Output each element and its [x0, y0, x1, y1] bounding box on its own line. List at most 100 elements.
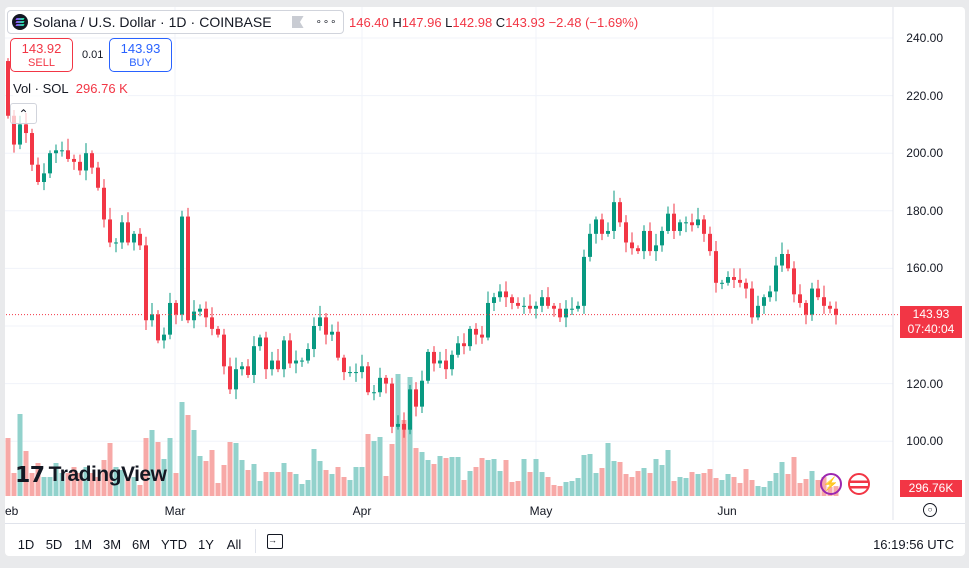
candle-body — [570, 308, 574, 310]
volume-bar — [689, 472, 695, 496]
symbol-name[interactable]: Solana / U.S. Dollar — [33, 14, 156, 30]
volume-bar — [77, 473, 83, 496]
us-flag-icon[interactable] — [848, 473, 870, 495]
volume-bar — [509, 482, 515, 496]
range-all[interactable]: All — [226, 537, 242, 552]
sell-price: 143.92 — [21, 41, 62, 56]
volume-bar — [479, 458, 485, 496]
volume-bar — [641, 468, 647, 496]
volume-bar — [563, 482, 569, 496]
candle-body — [330, 331, 334, 335]
volume-bar — [257, 481, 263, 496]
volume-bar — [5, 438, 11, 496]
range-6m[interactable]: 6M — [131, 537, 151, 552]
price-axis-label: 100.00 — [906, 434, 943, 449]
candle-body — [480, 334, 484, 338]
low-label: L — [445, 15, 453, 30]
volume-bar — [725, 474, 731, 496]
volume-bar — [803, 479, 809, 496]
lightning-icon[interactable]: ⚡ — [820, 473, 842, 495]
range-1y[interactable]: 1Y — [198, 537, 214, 552]
candle-body — [642, 230, 646, 252]
sell-button[interactable]: 143.92 SELL — [10, 38, 73, 72]
candle-body — [6, 61, 10, 116]
range-ytd[interactable]: YTD — [161, 537, 187, 552]
volume-bar — [215, 483, 221, 496]
volume-bar — [719, 480, 725, 496]
volume-bar — [581, 455, 587, 496]
collapse-legend-button[interactable]: ⌃ — [10, 103, 37, 124]
candle-body — [282, 340, 286, 370]
candle-body — [222, 334, 226, 367]
volume-bar — [467, 471, 473, 496]
volume-bar — [731, 477, 737, 496]
month-label: Mar — [164, 504, 186, 518]
volume-bar — [647, 473, 653, 496]
symbol-legend[interactable]: Solana / U.S. Dollar · 1D · COINBASE ∘∘∘ — [7, 10, 345, 34]
price-chart[interactable] — [5, 7, 965, 556]
go-to-date-calendar-icon[interactable]: → — [267, 534, 283, 549]
tradingview-logo[interactable]: 𝟭𝟳 TradingView — [15, 462, 167, 488]
candle-body — [72, 158, 76, 162]
buy-button[interactable]: 143.93 BUY — [109, 38, 172, 72]
high-label: H — [392, 15, 402, 30]
volume-bar — [575, 478, 581, 496]
volume-bar — [389, 444, 395, 496]
flag-icon[interactable] — [291, 16, 304, 28]
candle-body — [384, 377, 388, 384]
candle-body — [378, 377, 382, 393]
last-price-label: 143.93 07:40:04 — [900, 306, 962, 338]
price-axis-label: 200.00 — [906, 146, 943, 161]
candle-body — [618, 202, 622, 223]
candle-body — [750, 288, 754, 318]
candle-body — [36, 164, 40, 182]
range-5d[interactable]: 5D — [45, 537, 63, 552]
candle-body — [150, 314, 154, 321]
volume-bar — [665, 450, 671, 496]
volume-bar — [653, 459, 659, 496]
candle-body — [780, 254, 784, 266]
candle-body — [18, 124, 22, 145]
volume-bar — [749, 480, 755, 496]
volume-bar — [599, 468, 605, 496]
range-3m[interactable]: 3M — [102, 537, 122, 552]
volume-bar — [605, 443, 611, 496]
volume-bar — [413, 448, 419, 496]
range-1d[interactable]: 1D — [17, 537, 35, 552]
candle-body — [744, 282, 748, 289]
divider — [5, 523, 965, 524]
separator-dot: · — [159, 14, 165, 30]
candle-body — [576, 305, 580, 309]
candle-body — [474, 328, 478, 335]
candle-body — [528, 305, 532, 309]
interval[interactable]: 1D — [168, 14, 187, 30]
candle-body — [240, 366, 244, 370]
candle-body — [588, 233, 592, 257]
logo-text: TradingView — [48, 463, 167, 486]
volume-bar — [185, 415, 191, 496]
volume-bar — [95, 477, 101, 496]
settings-gear-icon[interactable]: ○ — [923, 503, 937, 517]
candle-body — [414, 389, 418, 407]
volume-bar — [173, 473, 179, 496]
more-options-icon[interactable]: ∘∘∘ — [315, 16, 338, 28]
volume-bar — [809, 471, 815, 496]
change-value: −2.48 (−1.69%) — [548, 15, 639, 30]
candle-body — [342, 357, 346, 373]
volume-bar — [353, 467, 359, 496]
volume-bar — [275, 472, 281, 496]
candle-body — [648, 230, 652, 252]
volume-bar — [125, 477, 131, 496]
low-value: 142.98 — [452, 15, 493, 30]
volume-bar — [251, 464, 257, 496]
volume-bar — [143, 438, 149, 496]
volume-bar — [203, 461, 209, 496]
clock[interactable]: 16:19:56 UTC — [873, 537, 954, 552]
candle-body — [96, 167, 100, 188]
candle-body — [210, 317, 214, 329]
price-axis-label: 240.00 — [906, 31, 943, 45]
candle-body — [246, 366, 250, 375]
volume-bar — [521, 459, 527, 496]
candle-body — [426, 351, 430, 381]
range-1m[interactable]: 1M — [73, 537, 93, 552]
